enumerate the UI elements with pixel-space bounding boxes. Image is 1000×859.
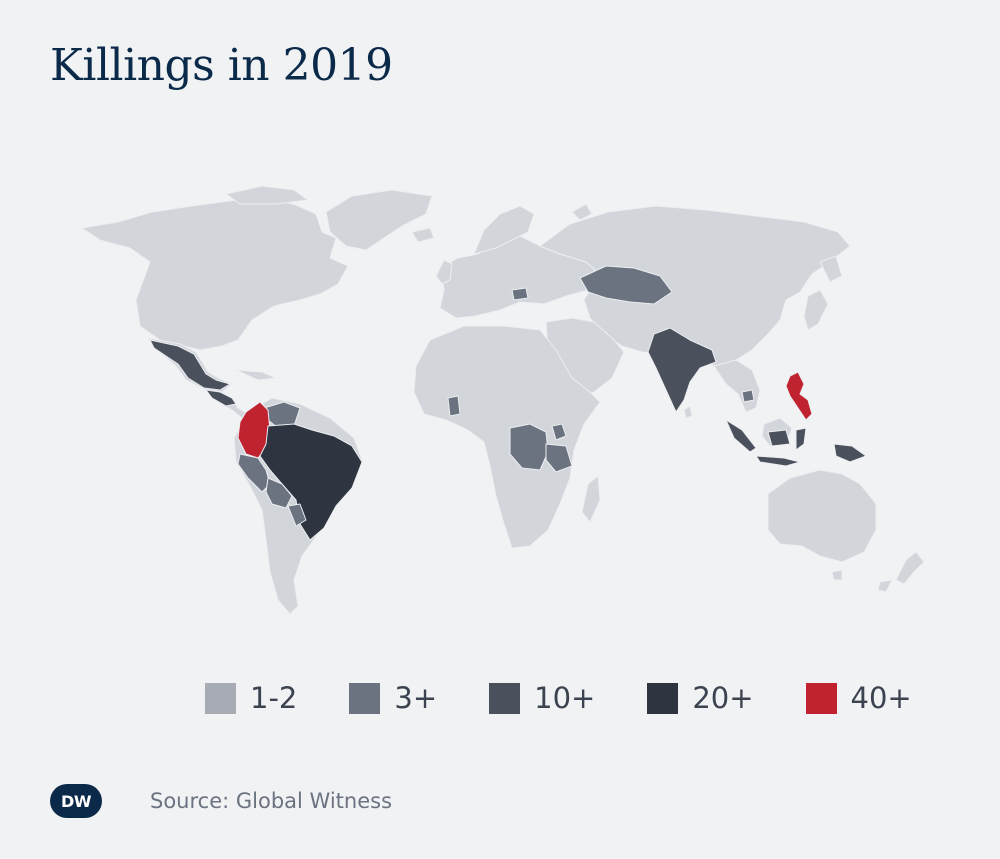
legend-item-40-plus: 40+ [805, 681, 912, 715]
legend-swatch [205, 682, 236, 714]
country-shape-japan [803, 289, 829, 331]
country-indonesia-sulawesi [795, 427, 807, 451]
legend-item-3-plus: 3+ [349, 681, 437, 715]
country-east-africa [545, 443, 573, 473]
country-dr-congo [509, 423, 549, 471]
country-shape-new-zealand-north [877, 579, 893, 593]
logo-text: DW [61, 791, 91, 811]
source-note: Source: Global Witness [150, 789, 393, 813]
country-cambodia [741, 389, 755, 403]
legend-swatch [805, 682, 837, 714]
country-shape-australia [767, 469, 877, 563]
country-ghana [447, 395, 461, 417]
legend-item-20-plus: 20+ [647, 681, 754, 715]
legend-label: 1-2 [250, 681, 298, 715]
country-brazil [259, 423, 363, 541]
legend-item-10-plus: 10+ [489, 681, 595, 715]
country-paraguay [287, 503, 307, 527]
country-shape-novaya-zemlya [571, 203, 593, 221]
country-philippines [785, 371, 813, 421]
country-romania [511, 287, 529, 301]
legend-swatch [349, 682, 381, 714]
country-shape-se-asia [713, 359, 761, 413]
legend: 1-2 3+ 10+ 20+ 40+ [205, 676, 912, 720]
country-shape-iceland [411, 227, 435, 243]
dw-logo: DW [50, 784, 102, 818]
country-shape-scandinavia [473, 205, 535, 255]
map-title: Killings in 2019 [50, 40, 393, 91]
highlighted-countries [149, 265, 867, 541]
legend-item-1-2: 1-2 [205, 681, 297, 715]
country-shape-tasmania [831, 569, 843, 581]
country-mexico [149, 339, 231, 391]
country-shape-madagascar [581, 475, 601, 523]
country-shape-sri-lanka [683, 405, 693, 419]
country-shape-kamchatka [819, 255, 843, 283]
country-indonesia-borneo [767, 429, 791, 447]
country-shape-new-zealand [895, 551, 925, 585]
country-shape-uk [435, 259, 453, 285]
legend-label: 20+ [692, 681, 754, 715]
country-indonesia-java [755, 455, 801, 467]
country-papua [833, 443, 867, 463]
country-shape-asia [539, 205, 851, 367]
legend-label: 40+ [850, 681, 912, 715]
country-kazakhstan [579, 265, 673, 305]
legend-label: 10+ [534, 681, 596, 715]
country-honduras-guatemala [205, 389, 237, 407]
legend-swatch [647, 682, 679, 714]
country-indonesia-sumatra [725, 419, 757, 453]
country-shape-arctic-islands [225, 185, 309, 205]
country-shape-africa [413, 325, 601, 549]
legend-swatch [489, 682, 521, 714]
country-shape-greenland [325, 189, 433, 251]
country-bolivia [265, 477, 293, 509]
country-india [647, 327, 717, 413]
legend-label: 3+ [394, 681, 438, 715]
country-peru [237, 453, 271, 493]
footer: DW Source: Global Witness [50, 784, 392, 818]
country-uganda [551, 423, 567, 441]
country-shape-caribbean [235, 369, 277, 381]
country-shape-north-america [81, 197, 349, 351]
